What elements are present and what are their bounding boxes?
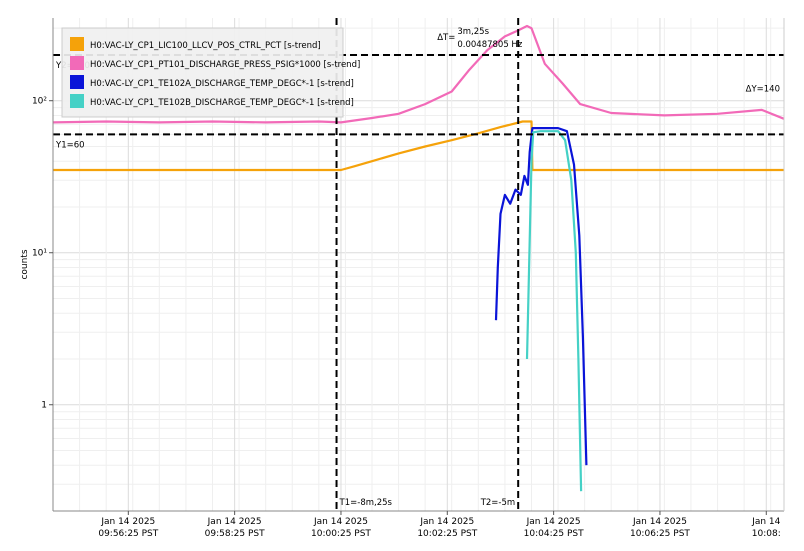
- t1-label: T1=-8m,25s: [339, 498, 393, 508]
- y-tick-label: 10¹: [32, 249, 47, 259]
- legend-box: [61, 27, 344, 118]
- y-tick-label: 1: [41, 401, 47, 411]
- legend-swatch: [70, 56, 84, 70]
- x-tick-label-time: 10:02:25 PST: [417, 529, 477, 539]
- y-tick-label: 10²: [32, 97, 47, 107]
- delta-y-label: ΔY=140: [746, 85, 780, 95]
- x-tick-label-time: 10:08:: [752, 529, 781, 539]
- y-axis-label: counts: [20, 249, 30, 279]
- series-line-4: [525, 130, 583, 492]
- x-tick-label-date: Jan 14 2025: [100, 517, 155, 527]
- series-layer: [52, 24, 785, 492]
- delta-t-value: 3m,25s: [457, 27, 489, 37]
- series-line-3: [494, 127, 588, 466]
- legend-swatch: [70, 94, 84, 108]
- x-tick-label-date: Jan 14 2025: [419, 517, 474, 527]
- x-tick-label-time: 10:06:25 PST: [630, 529, 690, 539]
- legend-swatch: [70, 37, 84, 51]
- x-tick-label-time: 09:58:25 PST: [205, 529, 265, 539]
- series-line-2: [52, 24, 785, 124]
- x-tick-label-date: Jan 14 2025: [207, 517, 262, 527]
- legend-entry-label: H0:VAC-LY_CP1_TE102A_DISCHARGE_TEMP_DEGC…: [90, 79, 354, 89]
- delta-t-frequency: 0.00487805 Hz: [457, 40, 522, 50]
- x-tick-label-date: Jan 14 2025: [526, 517, 581, 527]
- y1-label: Y1=60: [55, 140, 85, 150]
- axes: 1 10¹ 10² counts Jan 14 2025 09:56:25 PST Jan …: [20, 18, 785, 539]
- x-tick-label-date: Jan 14 2025: [632, 517, 687, 527]
- series-line-1: [53, 120, 784, 172]
- legend-entry-label: H0:VAC-LY_CP1_TE102B_DISCHARGE_TEMP_DEGC…: [90, 98, 354, 108]
- x-tick-label-date: Jan 14 2025: [313, 517, 368, 527]
- x-tick-label-time: 10:00:25 PST: [311, 529, 371, 539]
- x-tick-label-time: 10:04:25 PST: [524, 529, 584, 539]
- t2-label: T2=-5m: [480, 498, 515, 508]
- x-tick-label-date: Jan 14: [751, 517, 780, 527]
- legend-entry-label: H0:VAC-LY_CP1_LIC100_LLCV_POS_CTRL_PCT […: [90, 41, 321, 51]
- legend: H0:VAC-LY_CP1_LIC100_LLCV_POS_CTRL_PCT […: [61, 27, 360, 118]
- legend-entry-label: H0:VAC-LY_CP1_PT101_DISCHARGE_PRESS_PSIG…: [90, 60, 360, 70]
- legend-swatch: [70, 75, 84, 89]
- delta-t-prefix: ΔT=: [437, 33, 455, 43]
- x-tick-label-time: 09:56:25 PST: [98, 529, 158, 539]
